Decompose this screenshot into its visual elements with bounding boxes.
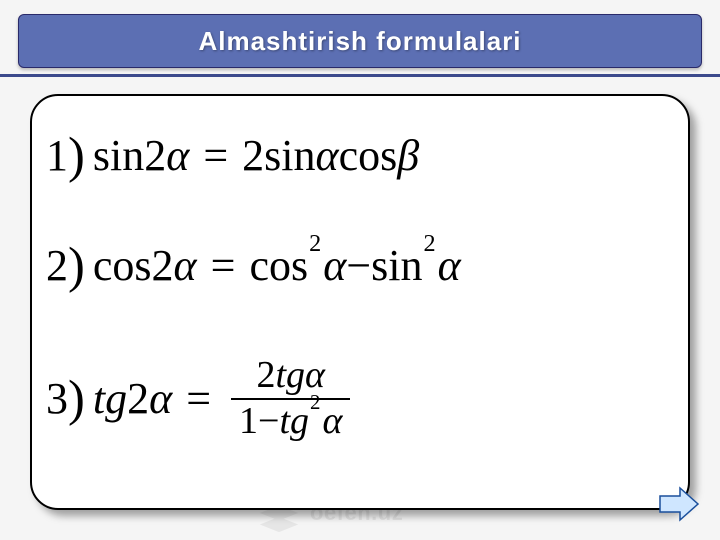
formula-row-1: 1)sin 2α=2sin α cos β xyxy=(46,114,674,198)
arrow-right-icon xyxy=(656,484,700,524)
content-box: 1)sin 2α=2sin α cos β 2)cos 2α=cos2 α − s… xyxy=(30,94,690,510)
horizontal-rule xyxy=(0,74,720,77)
next-button[interactable] xyxy=(656,484,700,524)
formula-row-3: 3)tg 2α= 2tgα 1 − tg2α xyxy=(46,334,674,464)
title-text: Almashtirish formulalari xyxy=(198,26,521,57)
formula-row-2: 2)cos 2α=cos2 α − sin2 α xyxy=(46,224,674,308)
formula-area: 1)sin 2α=2sin α cos β 2)cos 2α=cos2 α − s… xyxy=(32,96,688,474)
title-bar: Almashtirish formulalari xyxy=(18,14,702,68)
